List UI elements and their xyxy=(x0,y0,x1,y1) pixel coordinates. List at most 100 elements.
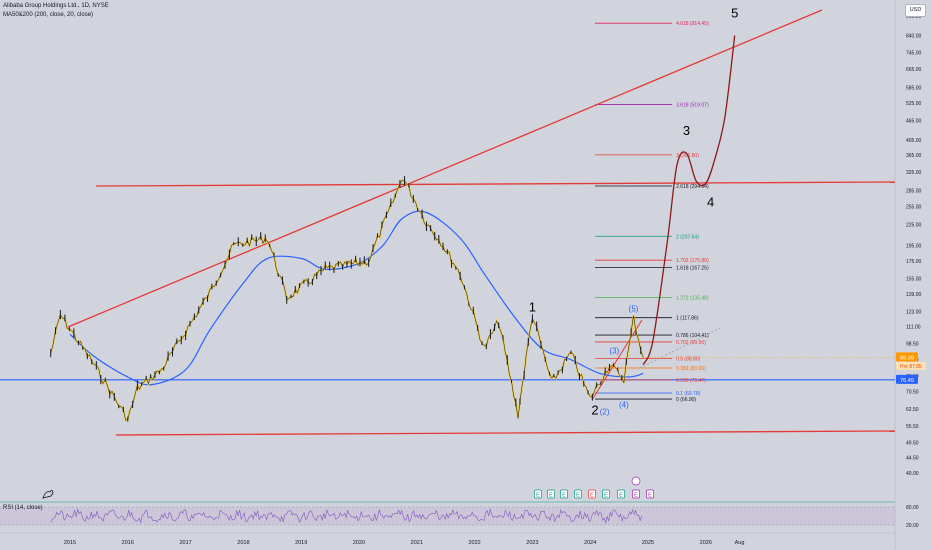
x-tick-label: 2017 xyxy=(179,540,191,546)
y-tick-label: 665.00 xyxy=(906,67,922,73)
y-tick-label: 175.00 xyxy=(906,259,922,265)
y-tick-label: 44.50 xyxy=(906,456,919,462)
earnings-marker-label: E xyxy=(619,493,623,499)
y-tick-label: 111.00 xyxy=(906,324,921,330)
earnings-marker xyxy=(547,489,555,499)
pre-market-badge xyxy=(896,361,926,370)
y-tick-label: 365.00 xyxy=(906,153,922,159)
y-tick-label: 585.00 xyxy=(906,85,922,91)
y-tick-label: 745.00 xyxy=(906,51,922,57)
y-tick-label: 325.00 xyxy=(906,170,922,176)
fib-level-label: 4.618 (914.45) xyxy=(676,21,709,27)
wave-label-major: 5 xyxy=(731,6,738,21)
rsi-tick-label: 20.00 xyxy=(906,523,919,529)
wave-label-major: 1 xyxy=(529,300,536,315)
indicator-label: MA50&200 (200, close, 20, close) xyxy=(3,12,94,18)
x-tick-label: 2022 xyxy=(468,540,480,546)
x-tick-label: 2026 xyxy=(700,540,712,546)
earnings-marker xyxy=(632,489,640,499)
wave-label-major: 3 xyxy=(683,123,690,138)
fib-level-label: 0.236 (76.47) xyxy=(676,378,706,384)
fib-level-label: 3.618 (519.07) xyxy=(676,103,709,109)
y-tick-label: 405.00 xyxy=(906,138,922,144)
earnings-marker-label: E xyxy=(590,493,594,499)
x-tick-label: 2025 xyxy=(642,540,654,546)
y-tick-label: 285.00 xyxy=(906,189,922,195)
fib-level-label: 1 (117.86) xyxy=(676,316,699,322)
earnings-marker-label: E xyxy=(549,493,553,499)
earnings-marker xyxy=(588,489,596,499)
fib-level-label: 0.1 (69.78) xyxy=(676,391,701,397)
fib-level-label: 0.702 (99.56) xyxy=(676,340,706,346)
y-tick-label: 55.50 xyxy=(906,424,919,430)
fib-level-label: 0 (66.90) xyxy=(676,397,696,403)
y-tick-label: 195.00 xyxy=(906,243,922,249)
x-tick-label: 2016 xyxy=(122,540,134,546)
y-tick-label: 70.50 xyxy=(906,390,919,396)
wave-label-minor: (2) xyxy=(600,408,610,417)
fib-level-label: 0.382 (83.06) xyxy=(676,366,706,372)
x-tick-label: 2024 xyxy=(584,540,596,546)
x-tick-label: 2023 xyxy=(526,540,538,546)
earnings-marker-label: E xyxy=(604,493,608,499)
fib-level-label: 1.272 (135.48) xyxy=(676,296,709,302)
rsi-tick-label: 80.00 xyxy=(906,505,919,511)
support-price-badge xyxy=(896,374,918,384)
y-tick-label: 40.00 xyxy=(906,471,919,477)
fib-level-label: 0.786 (104.41) xyxy=(676,333,709,339)
fib-level-label: 2.618 (294.64) xyxy=(676,184,709,190)
y-tick-label: 62.50 xyxy=(906,407,919,413)
earnings-marker xyxy=(574,489,582,499)
y-tick-label: 49.50 xyxy=(906,440,919,446)
fib-level-label: 1.702 (175.80) xyxy=(676,258,709,264)
current-price-text: 89.39 xyxy=(900,355,914,361)
wave-label-minor: (5) xyxy=(629,305,639,314)
upper-trendline xyxy=(67,9,823,328)
x-tick-label: Aug xyxy=(735,540,745,546)
y-tick-label: 960.00 xyxy=(906,14,922,20)
wave-label-minor: (4) xyxy=(619,401,629,410)
y-tick-label: 155.00 xyxy=(906,276,922,282)
y-tick-label: 139.00 xyxy=(906,292,922,298)
y-tick-label: 123.00 xyxy=(906,310,922,316)
earnings-marker xyxy=(617,489,625,499)
fib-level-label: 0.5 (88.80) xyxy=(676,356,701,362)
wave-label-major: 2 xyxy=(591,403,598,418)
price-line xyxy=(50,179,644,421)
earnings-marker xyxy=(602,489,610,499)
y-tick-label: 525.00 xyxy=(906,101,922,107)
y-tick-label: 840.00 xyxy=(906,33,922,39)
wave-label-major: 4 xyxy=(707,195,714,210)
news-icon xyxy=(631,476,641,486)
fib-level-label: 1.618 (167.25) xyxy=(676,265,709,271)
resistance-line xyxy=(95,181,896,187)
pre-market-text: Pre 87.85 xyxy=(900,364,922,370)
wave-channel-line xyxy=(591,319,643,401)
rsi-label: RSI (14, close) xyxy=(3,505,43,511)
earnings-marker-label: E xyxy=(536,493,540,499)
projection-curve xyxy=(642,35,736,366)
x-tick-label: 2021 xyxy=(411,540,423,546)
support-price-text: 76.49 xyxy=(900,378,914,384)
currency-button[interactable]: USD xyxy=(905,4,926,17)
x-tick-label: 2018 xyxy=(237,540,249,546)
y-tick-label: 465.00 xyxy=(906,118,922,124)
wave-label-minor: (3) xyxy=(609,346,619,355)
earnings-marker-label: E xyxy=(562,493,566,499)
x-tick-label: 2019 xyxy=(295,540,307,546)
y-tick-label: 225.00 xyxy=(906,223,922,229)
dashed-projection-line xyxy=(639,327,721,369)
rsi-line xyxy=(50,508,642,524)
earnings-marker-label: E xyxy=(576,493,580,499)
x-tick-label: 2020 xyxy=(353,540,365,546)
x-tick-label: 2015 xyxy=(64,540,76,546)
dinosaur-icon xyxy=(42,489,54,499)
y-tick-label: 255.00 xyxy=(906,205,922,211)
symbol-title: Alibaba Group Holdings Ltd., 1D, NYSE xyxy=(3,3,109,9)
fib-level-label: 2 (207.64) xyxy=(676,234,699,240)
current-price-badge xyxy=(896,352,918,362)
earnings-marker-label: E xyxy=(634,493,638,499)
